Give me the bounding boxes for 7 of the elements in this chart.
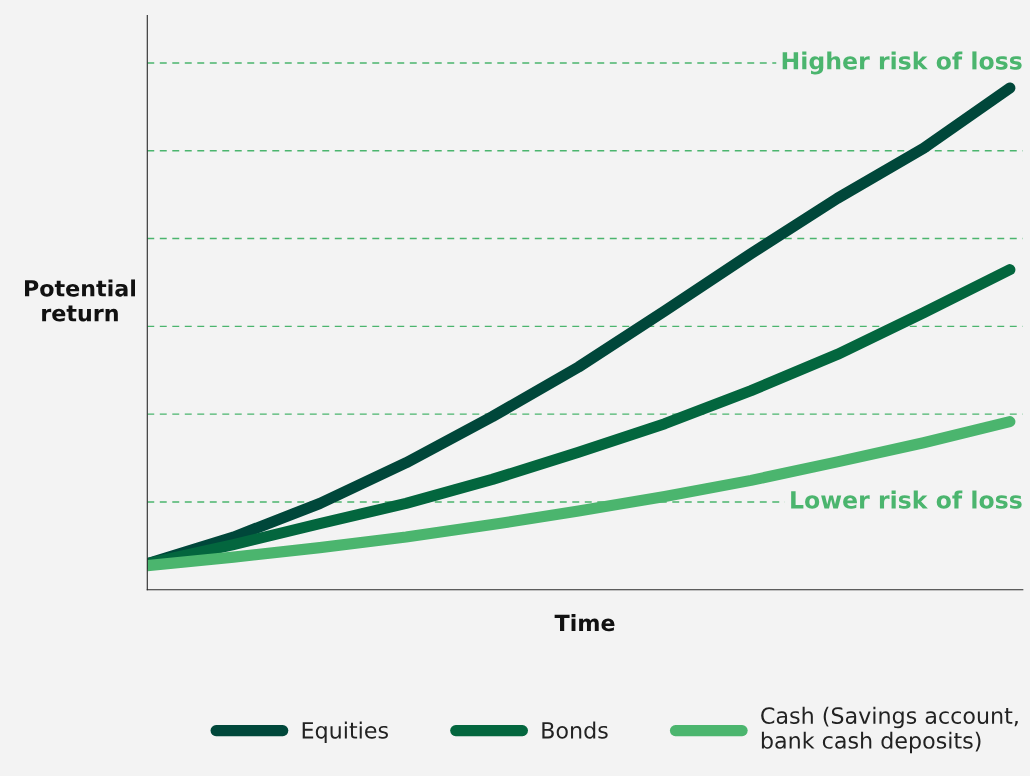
y-axis-title: Potential return — [25, 279, 136, 322]
legend-label: Bonds — [542, 721, 608, 739]
legend-label: Equities — [302, 721, 388, 744]
ref-line-label: Higher risk of loss — [782, 51, 1022, 75]
legend-label: Cash (Savings account, bank cash deposits) — [761, 706, 1018, 754]
ref-line-label: Lower risk of loss — [791, 490, 1022, 509]
x-axis-title: Time — [554, 614, 615, 632]
